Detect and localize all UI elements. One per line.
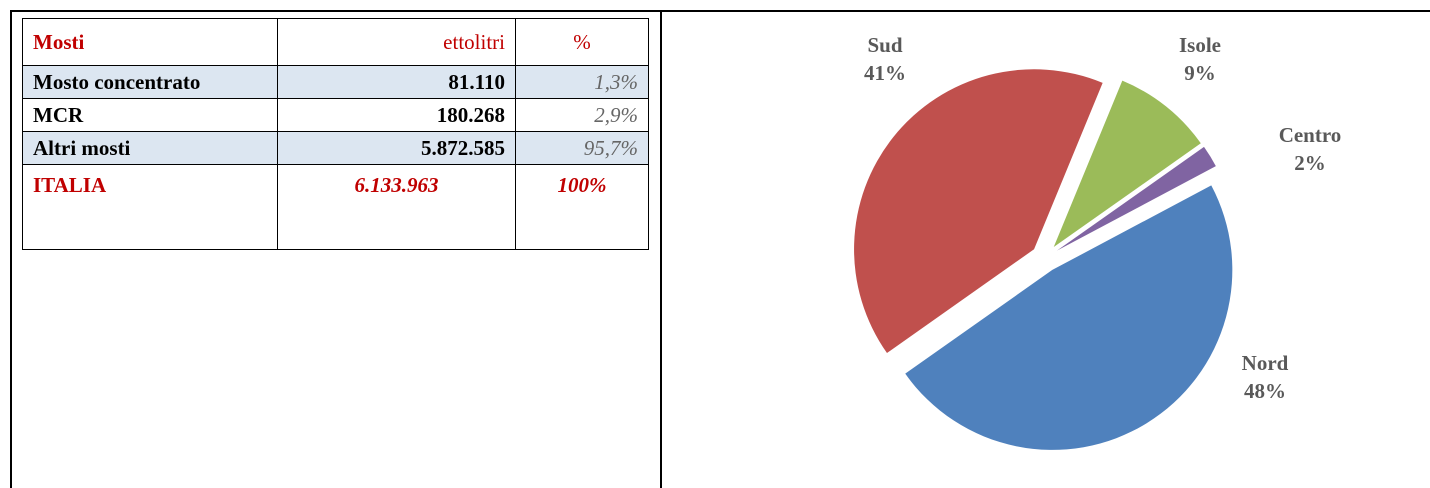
table-cell: 95,7% [515,131,649,165]
slice-value-label: 41% [864,61,906,85]
data-table: Mosti ettolitri% Mosto concentrato 81.110 1,… [22,18,649,250]
table-cell: ettolitri [277,18,516,66]
table-cell: Mosti [22,18,278,66]
table-row: ITALIA 6.133.963 100% [22,164,649,250]
slice-value-label: 9% [1184,61,1216,85]
frame-line [660,10,662,488]
pie-slice [905,185,1233,450]
frame-line [10,10,1430,12]
slice-value-label: 48% [1244,379,1286,403]
table-cell: 5.872.585 [277,131,516,165]
pie-slice [1056,146,1216,251]
slice-label: Centro [1279,123,1342,147]
table-cell: 100% [515,164,649,250]
pie-slice [1053,80,1201,248]
table-cell: Altri mosti [22,131,278,165]
slice-label: Sud [867,33,902,57]
table-cell: 1,3% [515,65,649,99]
slice-value-label: 2% [1294,151,1326,175]
table-cell: 81.110 [277,65,516,99]
table-row: Mosto concentrato 81.110 1,3% [22,65,649,99]
table-cell: 180.268 [277,98,516,132]
table-row: MCR 180.268 2,9% [22,98,649,132]
table-row: Altri mosti 5.872.585 95,7% [22,131,649,165]
slice-label: Nord [1242,351,1289,375]
table-cell: ITALIA [22,164,278,250]
table-row: Mosti ettolitri% [22,18,649,66]
slice-label: Isole [1179,33,1221,57]
frame-line [10,10,12,488]
table-cell: 6.133.963 [277,164,516,250]
pie-slice [854,69,1103,354]
table-cell: Mosto concentrato [22,65,278,99]
